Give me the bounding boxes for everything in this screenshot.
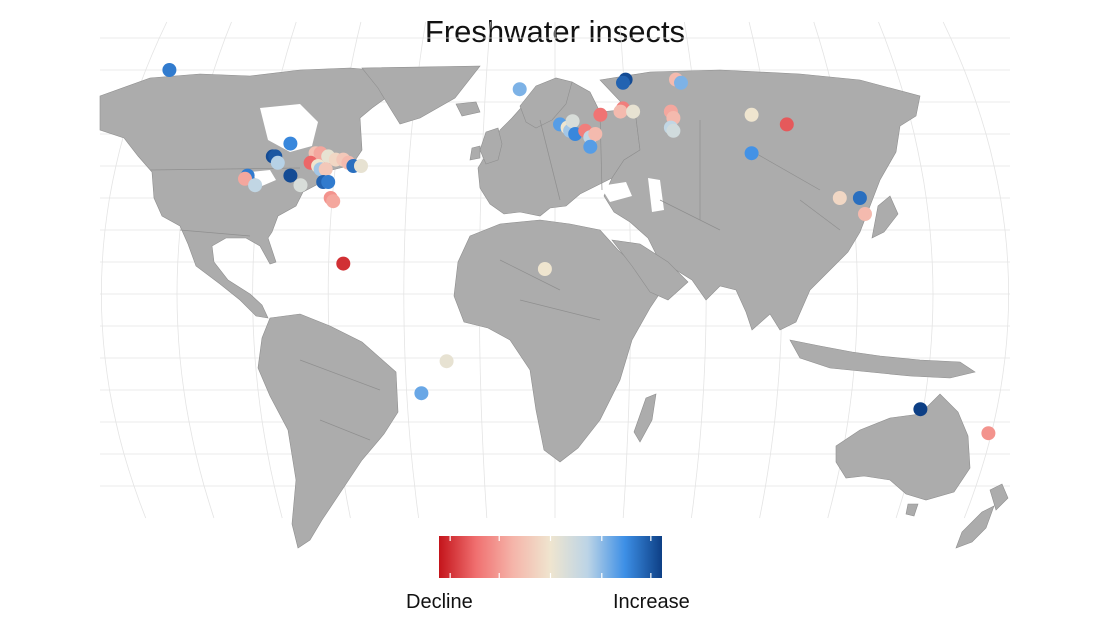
study-sites [162, 63, 996, 441]
black-sea [600, 182, 632, 202]
site-marker [326, 194, 341, 209]
site-marker [674, 75, 688, 90]
site-marker [666, 123, 681, 138]
site-marker [565, 114, 580, 129]
tasmania [905, 503, 919, 517]
legend-increase-label: Increase [613, 591, 690, 613]
british-isles [469, 127, 503, 165]
new-zealand [955, 483, 1009, 549]
caspian-sea [648, 178, 664, 212]
australia [835, 393, 971, 501]
scandinavia [519, 77, 573, 129]
legend [439, 536, 662, 578]
border-line [319, 419, 371, 441]
site-marker [616, 75, 630, 90]
site-marker [162, 63, 177, 77]
border-line [799, 199, 841, 231]
border-line [499, 259, 561, 291]
site-marker [744, 146, 759, 161]
hudson-bay [260, 104, 318, 152]
site-marker [981, 426, 996, 441]
site-marker [852, 191, 867, 205]
country-borders [149, 111, 841, 441]
site-marker [779, 117, 794, 132]
site-marker [858, 207, 872, 221]
great-lakes [250, 170, 276, 186]
site-marker [512, 82, 527, 97]
border-line [299, 359, 381, 391]
site-marker [248, 178, 263, 193]
japan [871, 195, 899, 239]
site-marker [414, 386, 429, 401]
border-line [179, 229, 251, 237]
site-marker [588, 127, 603, 141]
site-marker [321, 175, 336, 189]
site-marker [626, 104, 641, 119]
site-marker [583, 139, 598, 154]
border-line [539, 119, 561, 201]
legend-color-bar [439, 536, 662, 578]
south-america [257, 313, 399, 549]
iceland [455, 101, 481, 117]
madagascar [633, 393, 657, 443]
asia [599, 69, 921, 331]
legend-decline-label: Decline [406, 591, 473, 613]
site-marker [293, 178, 308, 193]
site-marker [270, 155, 285, 170]
site-marker [238, 171, 252, 186]
site-marker [913, 402, 928, 417]
site-marker [336, 256, 351, 271]
site-marker [318, 162, 333, 177]
site-marker [283, 136, 298, 151]
africa [453, 219, 663, 463]
border-line [519, 299, 601, 321]
site-marker [439, 354, 454, 369]
border-line [599, 111, 603, 191]
site-marker [354, 159, 368, 173]
border-line [749, 149, 821, 191]
indonesia [789, 339, 976, 379]
greenland [361, 65, 481, 125]
site-marker [832, 191, 847, 205]
site-marker [744, 107, 759, 122]
lakes [250, 104, 664, 212]
arabian-peninsula [611, 239, 689, 301]
north-america [99, 67, 396, 319]
legend-ticks [449, 536, 652, 578]
site-marker [537, 262, 552, 276]
site-marker [283, 168, 298, 183]
border-line [659, 199, 721, 231]
land-masses [99, 65, 1009, 549]
site-marker [593, 107, 608, 122]
site-marker [613, 104, 628, 119]
